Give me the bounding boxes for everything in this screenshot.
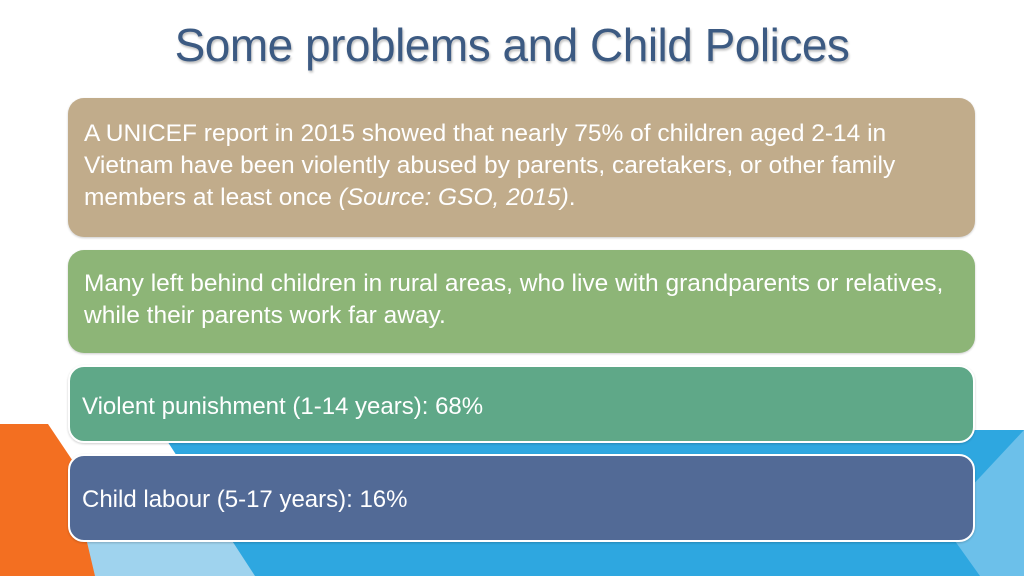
violent-punishment-text: Violent punishment (1-14 years): 68%	[82, 393, 484, 420]
child-labour-text: Child labour (5-17 years): 16%	[82, 486, 408, 513]
source-citation: (Source: GSO, 2015)	[338, 184, 569, 211]
unicef-report-box: A UNICEF report in 2015 showed that near…	[68, 98, 975, 237]
slide-title: Some problems and Child Polices	[174, 19, 850, 71]
sentence-end: .	[568, 184, 576, 211]
left-behind-children-box: Many left behind children in rural areas…	[68, 250, 975, 353]
unicef-report-text: A UNICEF report in 2015 showed that near…	[84, 118, 959, 214]
left-behind-children-text: Many left behind children in rural areas…	[84, 270, 944, 329]
child-labour-box: Child labour (5-17 years): 16%	[68, 454, 975, 542]
violent-punishment-box: Violent punishment (1-14 years): 68%	[68, 365, 975, 443]
unicef-report-body: A UNICEF report in 2015 showed that near…	[84, 120, 896, 211]
